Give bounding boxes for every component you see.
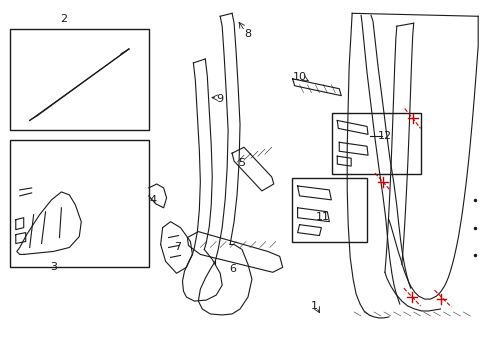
Bar	[10, 140, 148, 267]
Bar	[332, 113, 420, 174]
Text: 8: 8	[244, 29, 251, 39]
Text: 4: 4	[149, 195, 156, 205]
Text: 9: 9	[216, 94, 224, 104]
Text: 12: 12	[377, 131, 391, 141]
Text: 7: 7	[174, 243, 181, 252]
Text: 10: 10	[292, 72, 306, 82]
Text: 6: 6	[229, 264, 236, 274]
Text: 3: 3	[50, 262, 57, 272]
Text: 5: 5	[238, 158, 245, 168]
Bar	[291, 178, 366, 242]
Text: 1: 1	[310, 301, 317, 311]
Bar	[10, 29, 148, 130]
Text: 11: 11	[315, 212, 329, 222]
Text: 2: 2	[60, 14, 67, 24]
